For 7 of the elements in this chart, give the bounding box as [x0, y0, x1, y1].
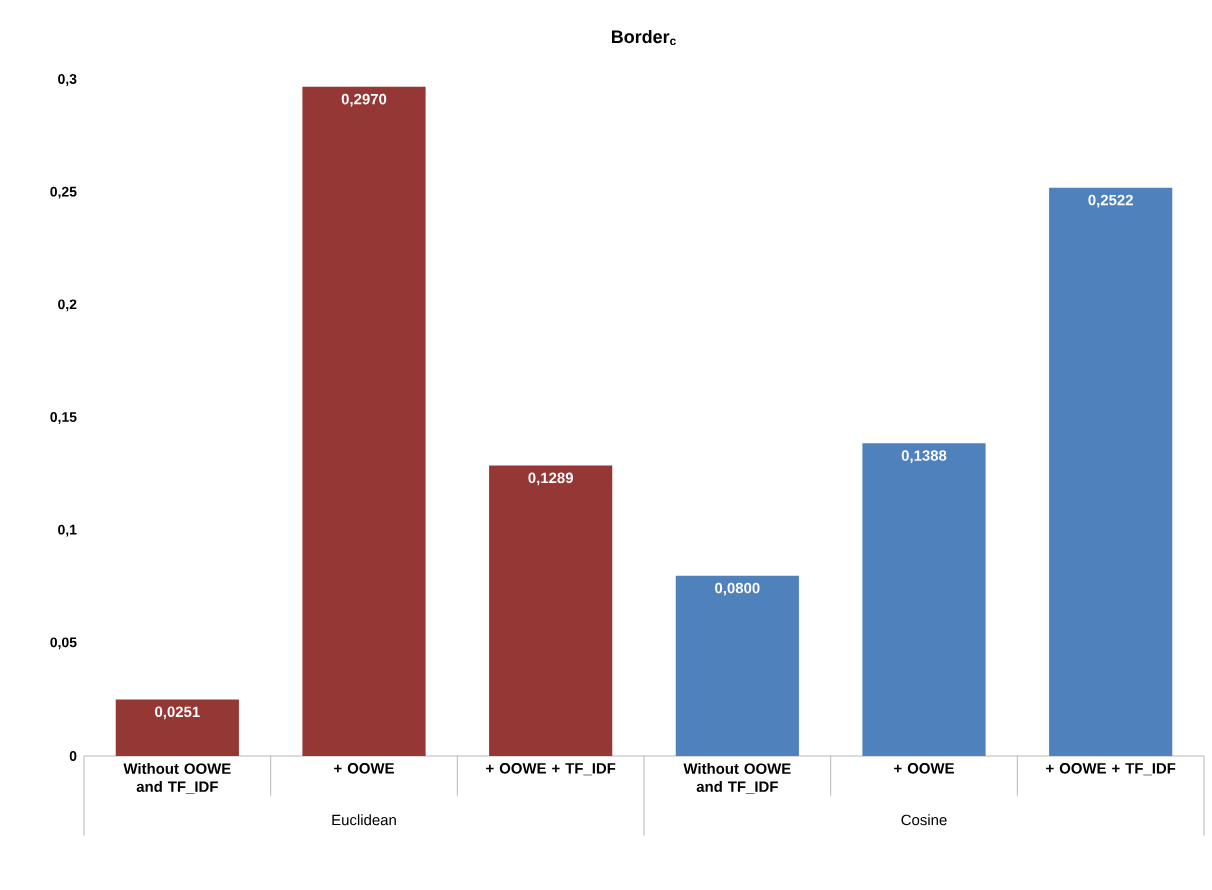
bar	[115, 699, 239, 756]
bar	[489, 465, 613, 756]
bar	[1049, 187, 1173, 756]
chart-title: Border$_{c}$	[611, 29, 676, 46]
bar	[302, 86, 426, 756]
bar	[862, 443, 986, 756]
bar	[675, 575, 799, 756]
